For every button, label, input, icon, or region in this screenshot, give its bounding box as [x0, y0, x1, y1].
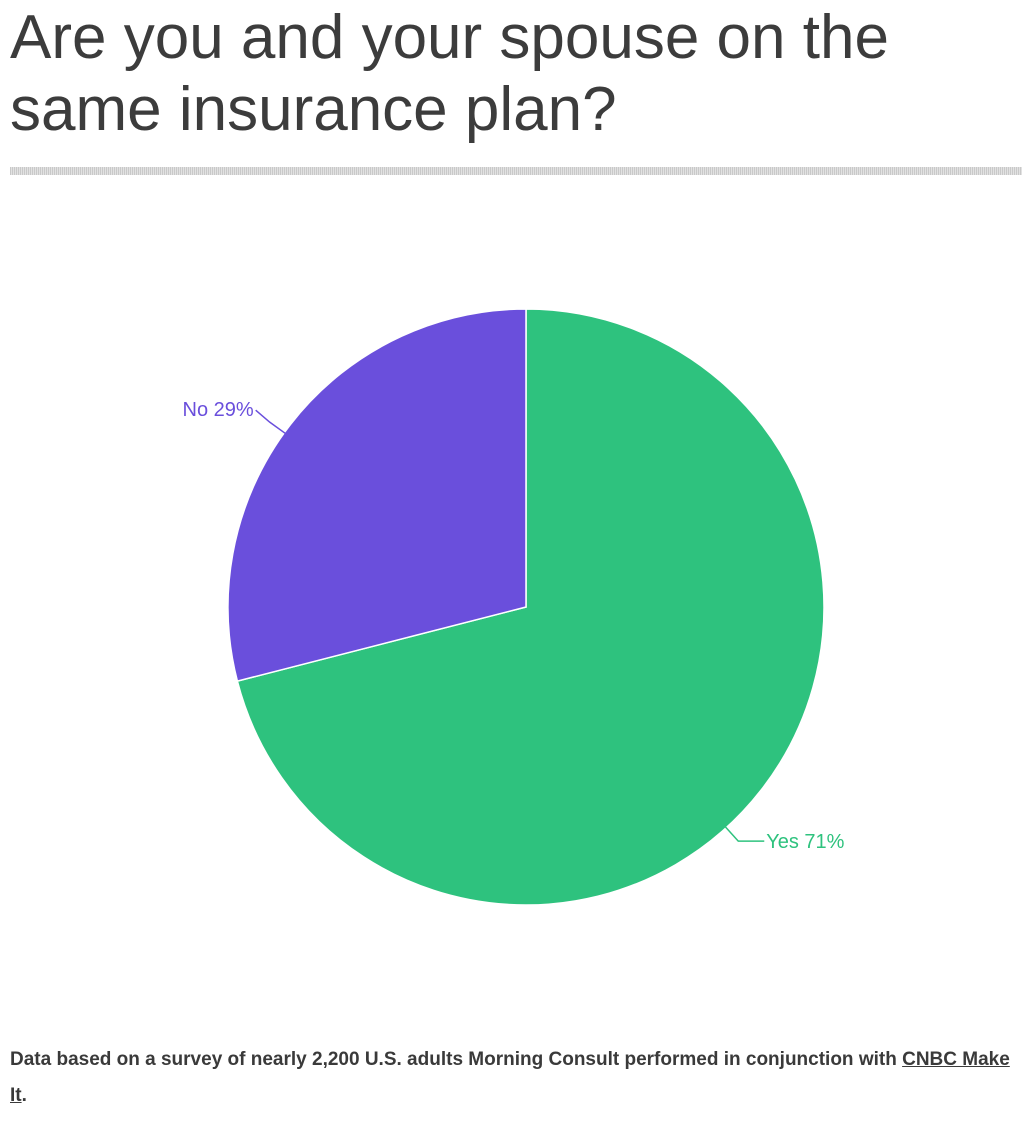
title-divider: [10, 167, 1022, 175]
leader-line-yes: [723, 825, 765, 842]
slice-label-no: No 29%: [183, 399, 254, 421]
footnote-period: .: [21, 1085, 27, 1106]
footnote-text: Data based on a survey of nearly 2,200 U…: [10, 1049, 903, 1070]
chart-title: Are you and your spouse on the same insu…: [10, 3, 889, 144]
cnbc-make-it-link[interactable]: CNBC Make It: [10, 1049, 1010, 1106]
source-footnote: Data based on a survey of nearly 2,200 U…: [10, 1042, 1015, 1114]
pie-slice-no: [227, 308, 527, 683]
leader-line-no: [255, 409, 288, 436]
slice-label-yes: Yes 71%: [766, 831, 844, 853]
pie-slice-yes: [236, 308, 825, 906]
